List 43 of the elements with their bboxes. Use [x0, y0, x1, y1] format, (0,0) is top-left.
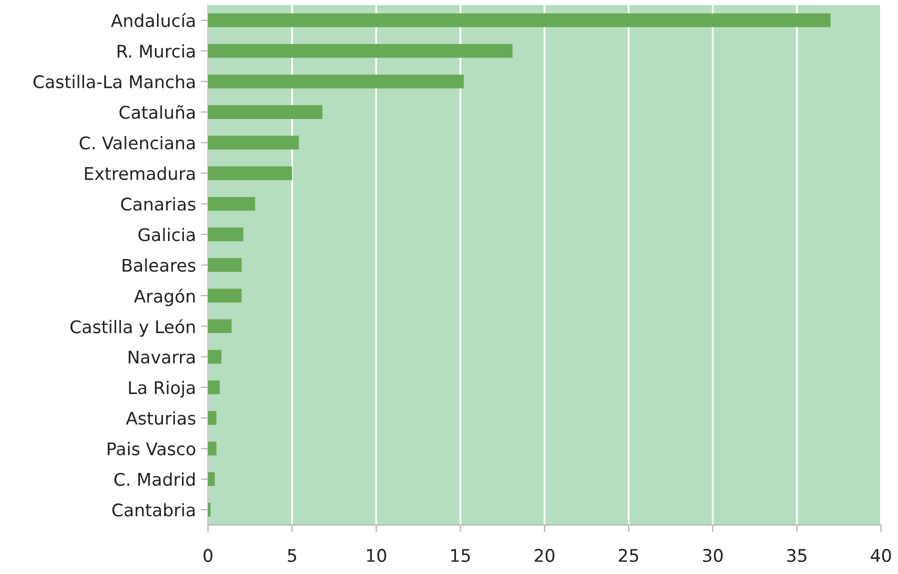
y-tick-label: Baleares — [122, 258, 196, 272]
y-tick-label: Extremadura — [85, 166, 195, 180]
y-tick-label: Navarra — [128, 350, 195, 364]
bar — [208, 228, 244, 242]
y-tick-label: Galicia — [138, 228, 195, 242]
x-tick-label: 30 — [703, 548, 723, 562]
bar — [208, 442, 216, 456]
bar — [208, 105, 322, 119]
bar — [208, 166, 292, 180]
y-tick-label: Andalucía — [110, 13, 195, 28]
bar — [208, 411, 216, 425]
bar — [208, 319, 232, 334]
bar — [208, 13, 831, 28]
y-tick-label: C. Valenciana — [80, 136, 195, 150]
y-tick-label: Castilla y León — [70, 319, 195, 337]
bar — [208, 136, 299, 150]
y-tick-label: Asturias — [126, 411, 196, 425]
y-tick-label: La Rioja — [129, 380, 195, 398]
x-tick-label: 25 — [618, 548, 638, 562]
y-tick-label: Cantabria — [112, 503, 195, 517]
x-tick-label: 40 — [870, 548, 891, 562]
bar — [208, 288, 242, 302]
y-tick-label: Castilla-La Mancha — [34, 74, 195, 88]
bar — [208, 74, 464, 88]
bar — [208, 258, 242, 272]
y-tick-label: R. Murcia — [118, 44, 195, 58]
x-tick-label: 10 — [367, 548, 386, 562]
bar — [208, 502, 211, 517]
y-tick-label: C. Madrid — [114, 472, 195, 486]
x-tick-label: 20 — [534, 548, 554, 562]
y-tick-label: Cataluña — [119, 105, 195, 119]
bar — [208, 196, 256, 211]
x-tick-label: 15 — [451, 549, 470, 562]
y-tick-label: Canarias — [121, 197, 196, 211]
x-tick-label: 0 — [204, 548, 212, 562]
x-tick-label: 5 — [288, 549, 296, 562]
bar — [208, 472, 215, 486]
bar — [208, 380, 220, 394]
bar — [208, 350, 222, 364]
x-tick-label: 35 — [787, 548, 806, 562]
y-tick-label: Pais Vasco — [108, 442, 196, 456]
y-tick-label: Aragón — [134, 288, 195, 306]
bar — [208, 44, 513, 58]
